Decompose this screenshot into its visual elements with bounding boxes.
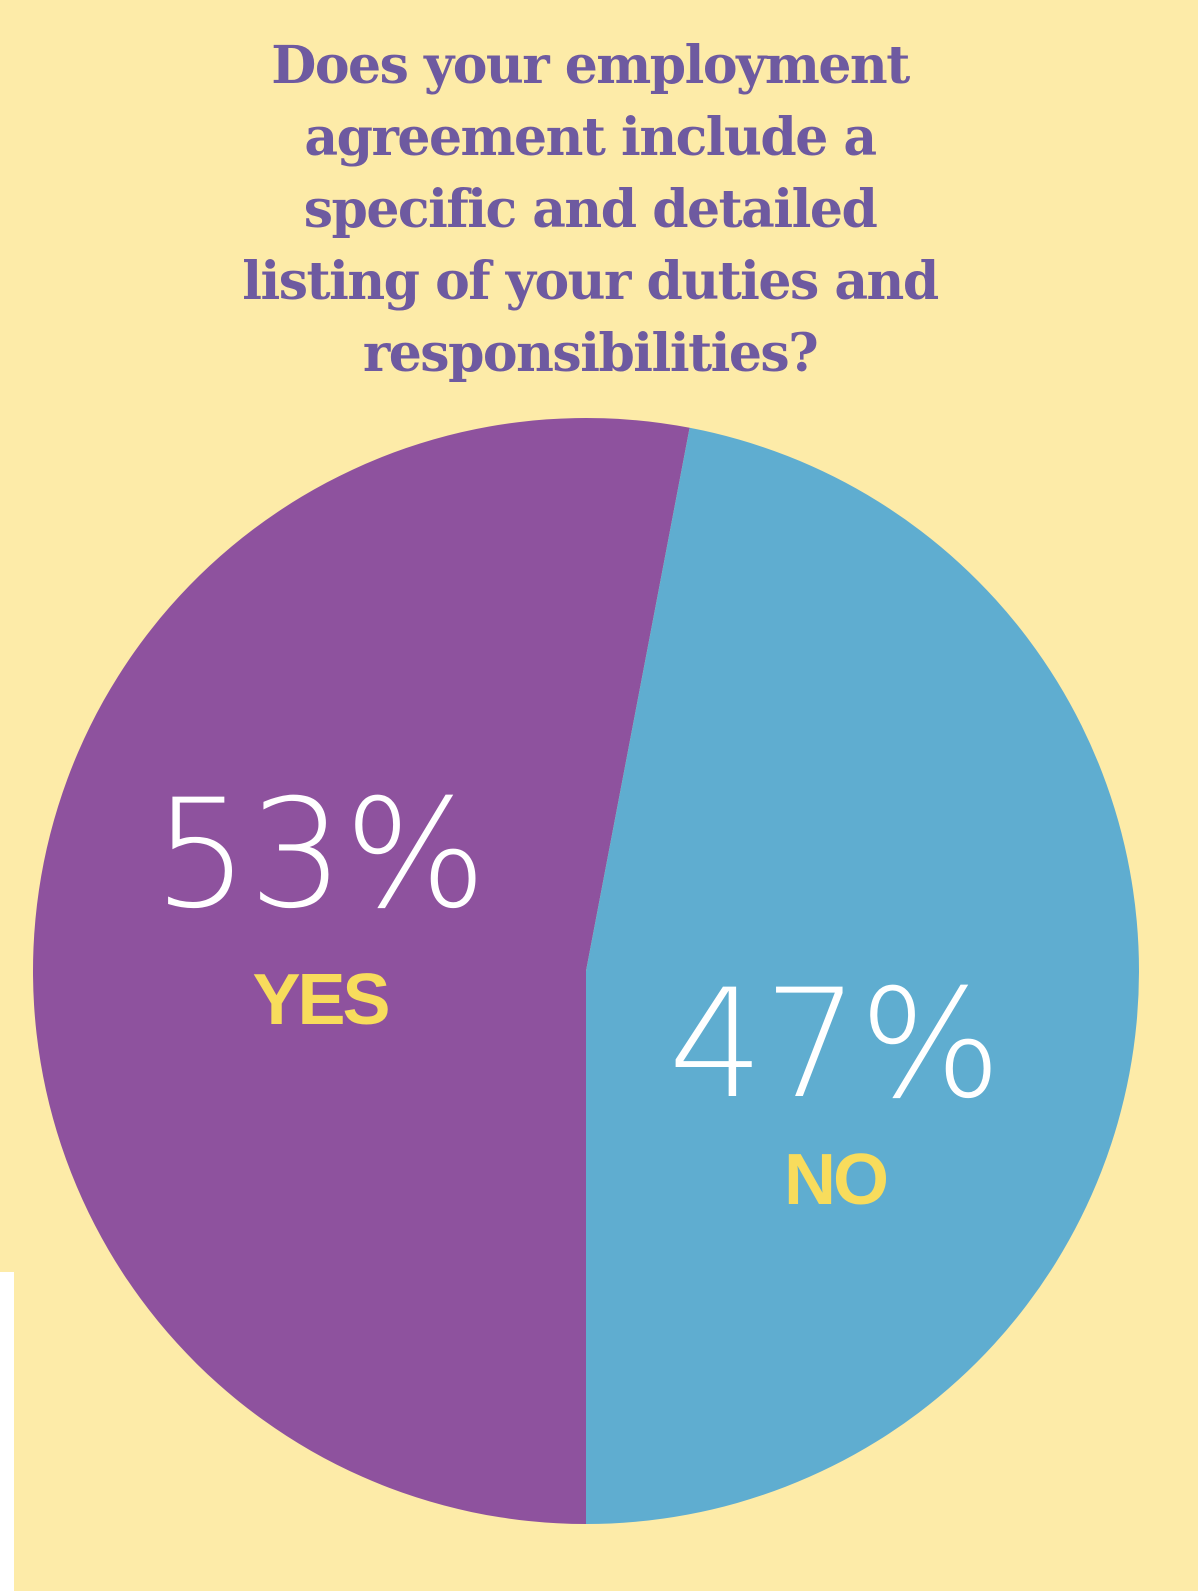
pie-slice: [32, 418, 690, 1524]
category-label: NO: [784, 1140, 886, 1220]
value-label: 53%: [153, 768, 486, 942]
chart-title: Does your employment agreement include a…: [242, 35, 939, 384]
edge-strip: [0, 1272, 14, 1591]
category-label: YES: [252, 960, 388, 1040]
value-label: 47%: [668, 958, 1001, 1132]
pie-slice: [586, 427, 1139, 1524]
